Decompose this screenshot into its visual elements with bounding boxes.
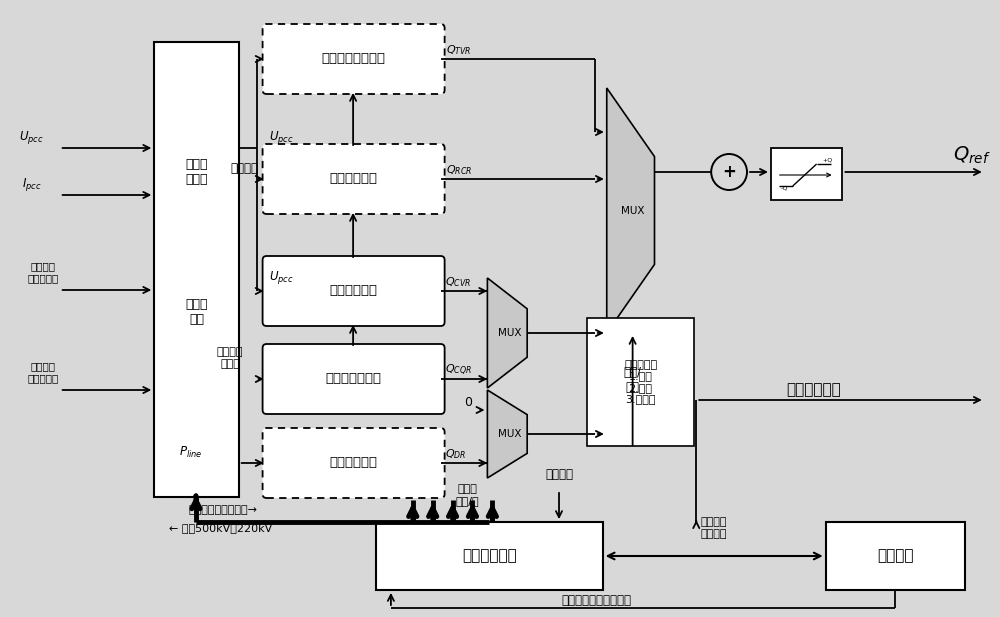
Text: +Q: +Q — [822, 158, 833, 163]
Polygon shape — [487, 278, 527, 388]
Text: 设定无功
参考值: 设定无功 参考值 — [217, 347, 243, 369]
Text: 远方通讯: 远方通讯 — [545, 468, 573, 481]
Text: $I_{pcc}$: $I_{pcc}$ — [22, 176, 42, 194]
Bar — [587, 318, 694, 446]
Text: 稳态模式：
1.远方
2.调压
3.恒无功: 稳态模式： 1.远方 2.调压 3.恒无功 — [624, 360, 657, 404]
Bar — [826, 522, 965, 590]
Text: -Q: -Q — [781, 185, 788, 190]
Bar — [771, 148, 842, 200]
Text: 并联电容
开关状态量: 并联电容 开关状态量 — [28, 261, 59, 283]
Text: 系统状态，故障信息→: 系统状态，故障信息→ — [189, 505, 258, 515]
Text: +: + — [722, 163, 736, 181]
Text: $Q_{CVR}$: $Q_{CVR}$ — [445, 275, 471, 289]
Text: $Q_{TVR}$: $Q_{TVR}$ — [446, 43, 471, 57]
Text: 控制器参数可手动设定: 控制器参数可手动设定 — [562, 594, 632, 607]
Bar — [154, 42, 239, 497]
Text: 数据预
处理: 数据预 处理 — [185, 298, 208, 326]
Text: 远方控制模式: 远方控制模式 — [330, 173, 378, 186]
Polygon shape — [487, 390, 527, 478]
FancyBboxPatch shape — [263, 24, 445, 94]
Polygon shape — [607, 88, 654, 333]
Text: $U_{pcc}$: $U_{pcc}$ — [269, 268, 293, 286]
Text: MUX: MUX — [498, 328, 521, 338]
Text: $Q_{RCR}$: $Q_{RCR}$ — [446, 163, 472, 177]
Text: 电压电
流测量: 电压电 流测量 — [185, 158, 208, 186]
Text: 并联电抗
开关状态量: 并联电抗 开关状态量 — [28, 361, 59, 383]
Text: 远方通讯: 远方通讯 — [231, 162, 259, 175]
Text: MUX: MUX — [621, 205, 644, 215]
Text: 0: 0 — [464, 395, 472, 408]
Text: 阻尼控制模式: 阻尼控制模式 — [330, 457, 378, 470]
Text: 恒无功输出模式: 恒无功输出模式 — [326, 373, 382, 386]
Text: MUX: MUX — [498, 429, 521, 439]
Text: 闭锁脉冲指令: 闭锁脉冲指令 — [786, 383, 841, 397]
Text: 暂态电压控制模式: 暂态电压控制模式 — [322, 52, 386, 65]
Text: $P_{line}$: $P_{line}$ — [179, 444, 203, 460]
Text: 稳态/
暂态: 稳态/ 暂态 — [624, 366, 642, 394]
Text: 人机界面: 人机界面 — [877, 549, 913, 563]
Bar — [376, 522, 603, 590]
Text: 阻尼控
制投/退: 阻尼控 制投/退 — [456, 484, 479, 506]
Text: $U_{pcc}$: $U_{pcc}$ — [19, 130, 44, 146]
Text: $Q_{DR}$: $Q_{DR}$ — [445, 447, 466, 461]
Text: $Q_{CQR}$: $Q_{CQR}$ — [445, 362, 472, 378]
Text: 手动调整
控制模式: 手动调整 控制模式 — [701, 517, 727, 539]
Text: ← 控制500kV或220kV: ← 控制500kV或220kV — [169, 523, 272, 533]
Text: $Q_{ref}$: $Q_{ref}$ — [953, 144, 991, 165]
FancyBboxPatch shape — [263, 428, 445, 498]
Text: 控制模式选择: 控制模式选择 — [462, 549, 517, 563]
FancyBboxPatch shape — [263, 144, 445, 214]
FancyBboxPatch shape — [263, 256, 445, 326]
FancyBboxPatch shape — [263, 344, 445, 414]
Text: 稳态调压模式: 稳态调压模式 — [330, 284, 378, 297]
Text: $U_{pcc}$: $U_{pcc}$ — [269, 130, 293, 146]
